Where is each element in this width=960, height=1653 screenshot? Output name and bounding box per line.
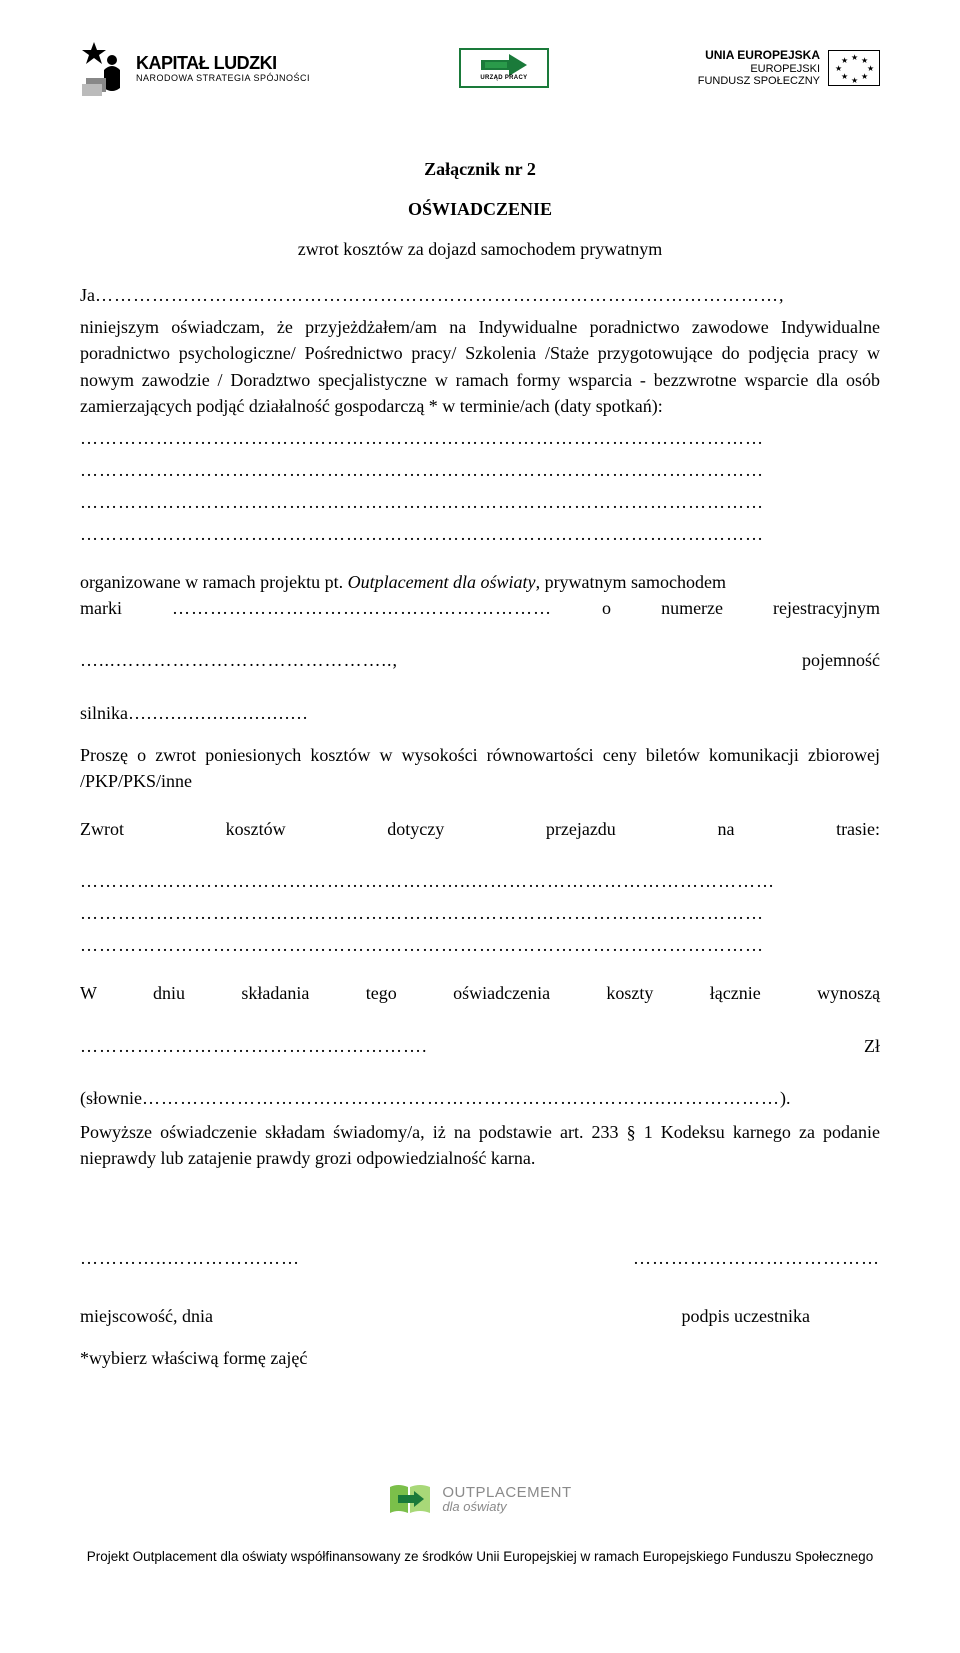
- zl-dots: ……………………………………………….: [80, 1036, 428, 1056]
- logo-left-text: KAPITAŁ LUDZKI NARODOWA STRATEGIA SPÓJNO…: [136, 54, 310, 83]
- logo-right-text: UNIA EUROPEJSKA EUROPEJSKI FUNDUSZ SPOŁE…: [698, 49, 820, 86]
- logo-center-label: URZĄD PRACY: [480, 74, 527, 83]
- art-paragraph: Powyższe oświadczenie składam świadomy/a…: [80, 1119, 880, 1171]
- marki-suffix: o numerze rejestracyjnym: [602, 598, 880, 618]
- silnika-line: silnika…………………………: [80, 700, 880, 726]
- book-arrow-icon: [388, 1481, 432, 1517]
- zwrot-line: Zwrot kosztów dotyczy przejazdu na trasi…: [80, 816, 880, 868]
- logo-unia-europejska: UNIA EUROPEJSKA EUROPEJSKI FUNDUSZ SPOŁE…: [698, 49, 880, 86]
- main-paragraph: niniejszym oświadczam, że przyjeżdżałem/…: [80, 314, 880, 418]
- dates-line-3: ………………………………………………………………………………………………: [80, 489, 880, 515]
- declaration-heading: OŚWIADCZENIE: [80, 196, 880, 222]
- ja-dots: ………………………………………………………………………………………………,: [95, 285, 785, 305]
- eu-flag-icon: ★ ★ ★ ★ ★ ★ ★ ★: [828, 50, 880, 86]
- organized-para: organizowane w ramach projektu pt. Outpl…: [80, 569, 880, 595]
- rej-dots: …...……………………………………..,: [80, 650, 398, 670]
- sig-right-label: podpis uczestnika: [682, 1303, 810, 1329]
- title-block: Załącznik nr 2 OŚWIADCZENIE zwrot kosztó…: [80, 156, 880, 262]
- footer-logo-word1: OUTPLACEMENT: [442, 1485, 571, 1500]
- logo-urzad-pracy: URZĄD PRACY: [459, 48, 549, 89]
- signature-labels-row: miejscowość, dnia podpis uczestnika: [80, 1303, 880, 1329]
- pojemnosc: pojemność: [802, 650, 880, 670]
- dates-line-2: ………………………………………………………………………………………………: [80, 457, 880, 483]
- footer-logo: OUTPLACEMENT dla oświaty: [80, 1481, 880, 1517]
- trasa-line-3: ………………………………………………………………………………………………: [80, 932, 880, 958]
- signature-dots-row: …………..………………… …………………………………: [80, 1245, 880, 1271]
- logo-right-line3: FUNDUSZ SPOŁECZNY: [698, 75, 820, 87]
- logo-right-line1: UNIA EUROPEJSKA: [705, 49, 820, 62]
- subtitle: zwrot kosztów za dojazd samochodem prywa…: [80, 236, 880, 262]
- logo-kapital-ludzki: KAPITAŁ LUDZKI NARODOWA STRATEGIA SPÓJNO…: [80, 40, 310, 96]
- wdniu-line: W dniu składania tego oświadczenia koszt…: [80, 980, 880, 1032]
- ja-prefix: Ja: [80, 285, 95, 305]
- dates-line-4: ………………………………………………………………………………………………: [80, 521, 880, 547]
- ja-line: Ja………………………………………………………………………………………………,: [80, 282, 880, 308]
- logo-left-line1: KAPITAŁ LUDZKI: [136, 54, 310, 72]
- marki-dots: ……………………………………………………: [172, 598, 552, 618]
- sig-dots-right: …………………………………: [633, 1245, 880, 1271]
- rejestr-line: …...…………………………………….., pojemność: [80, 647, 880, 699]
- dates-line-1: ………………………………………………………………………………………………: [80, 425, 880, 451]
- header-logos-row: KAPITAŁ LUDZKI NARODOWA STRATEGIA SPÓJNO…: [80, 40, 880, 96]
- zl-label: Zł: [864, 1036, 880, 1056]
- trasa-line-2: ………………………………………………………………………………………………: [80, 900, 880, 926]
- star-person-icon: [80, 40, 128, 96]
- slownie-dots: ………………………………………………………………………..………………: [142, 1088, 780, 1108]
- prosze-paragraph: Proszę o zwrot poniesionych kosztów w wy…: [80, 742, 880, 794]
- footer-logo-word2: dla oświaty: [442, 1500, 571, 1513]
- document-page: KAPITAŁ LUDZKI NARODOWA STRATEGIA SPÓJNO…: [0, 0, 960, 1587]
- footer-logo-text: OUTPLACEMENT dla oświaty: [442, 1485, 571, 1513]
- footer-disclaimer: Projekt Outplacement dla oświaty współfi…: [80, 1547, 880, 1567]
- logo-right-line2: EUROPEJSKI: [750, 63, 820, 75]
- organized-suffix1: , prywatnym samochodem: [536, 572, 726, 592]
- organized-prefix: organizowane w ramach projektu pt.: [80, 572, 348, 592]
- marki-line: marki …………………………………………………… o numerze rej…: [80, 595, 880, 647]
- zl-line: ………………………………………………. Zł: [80, 1033, 880, 1085]
- arrow-right-icon: [479, 54, 529, 76]
- sig-dots-left: …………..…………………: [80, 1245, 300, 1271]
- body-content: Ja ……………………………………………………………………………………………… , …: [80, 282, 880, 1371]
- attachment-number: Załącznik nr 2: [80, 156, 880, 182]
- slownie-line: (słownie………………………………………………………………………..…………: [80, 1085, 880, 1111]
- marki-prefix: marki: [80, 598, 172, 618]
- footnote: *wybierz właściwą formę zajęć: [80, 1345, 880, 1371]
- logo-left-line2: NARODOWA STRATEGIA SPÓJNOŚCI: [136, 74, 310, 83]
- slownie-suffix: ).: [780, 1088, 791, 1108]
- trasa-line-1: ……………………………………………………..…………………………………………: [80, 868, 880, 894]
- slownie-prefix: (słownie: [80, 1088, 142, 1108]
- sig-left-label: miejscowość, dnia: [80, 1303, 213, 1329]
- outplacement-italic: Outplacement dla oświaty: [348, 572, 536, 592]
